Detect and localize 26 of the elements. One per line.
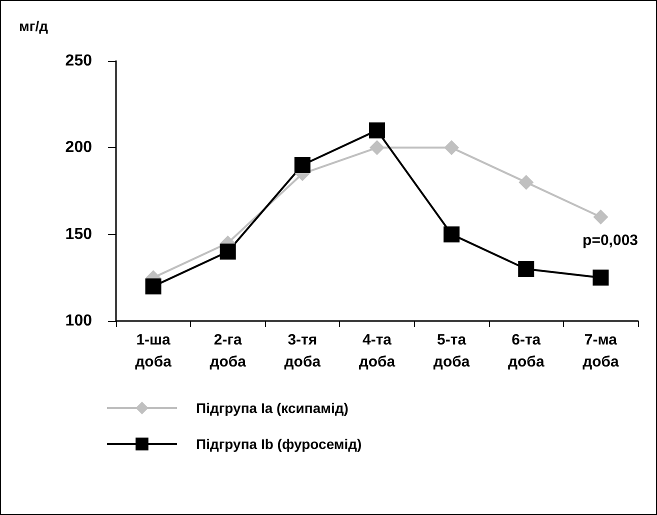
y-tick-label: 150 (65, 226, 92, 243)
point (593, 210, 608, 224)
y-tick-label: 100 (65, 312, 92, 330)
point (145, 278, 162, 294)
point (370, 140, 384, 156)
annotation: p=0,003 (582, 232, 638, 249)
y-tick-label: 200 (65, 139, 92, 156)
y-tick-label: 250 (65, 52, 92, 70)
x-tick-label: 2-га доба (210, 332, 247, 370)
point (444, 226, 460, 242)
point (294, 157, 310, 173)
x-tick-label: 6-та доба (508, 332, 545, 370)
x-tick-label: 5-та доба (433, 332, 470, 370)
point (518, 174, 534, 190)
legend-label: Підгрупа Ib (фуросемід) (196, 436, 362, 452)
legend-label: Підгрупа Ia (ксипамід) (196, 400, 348, 416)
point (444, 140, 460, 156)
y-axis-title: мг/д (19, 18, 48, 34)
x-tick-label: 1-ша доба (135, 332, 172, 370)
x-tick-label: 7-ма доба (582, 332, 620, 370)
point (592, 270, 609, 286)
point (369, 122, 385, 138)
x-tick-label: 3-тя доба (284, 332, 322, 370)
point (220, 244, 236, 260)
point (518, 261, 534, 277)
x-tick-label: 4-та доба (358, 332, 396, 370)
